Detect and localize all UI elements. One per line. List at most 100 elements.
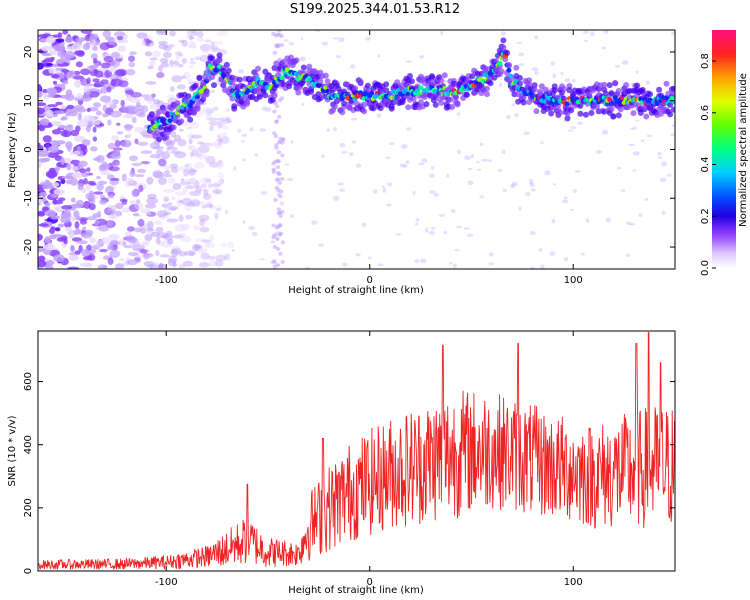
spectrogram-cell bbox=[447, 96, 454, 103]
spectrogram-cell bbox=[108, 166, 120, 172]
spectrogram-cell bbox=[182, 187, 188, 193]
spectrogram-cell bbox=[538, 248, 543, 252]
spectrogram-cell bbox=[218, 137, 223, 146]
spectrogram-cell bbox=[136, 32, 148, 39]
spectrogram-cell bbox=[75, 125, 81, 132]
spectrogram-cell bbox=[540, 141, 544, 145]
spectrogram-cell bbox=[390, 99, 397, 106]
spectrogram-cell bbox=[670, 90, 675, 97]
spectrogram-cell bbox=[79, 262, 92, 267]
spectrogram-cell bbox=[86, 167, 91, 172]
snr-xtick-label: -100 bbox=[155, 577, 178, 588]
spectrogram-cell bbox=[237, 128, 242, 133]
spectrogram-cell bbox=[274, 119, 279, 124]
spectrogram-cell bbox=[205, 110, 211, 118]
spectrogram-cell bbox=[123, 124, 134, 129]
spectrogram-cell bbox=[125, 89, 135, 95]
spectrogram-cell bbox=[88, 35, 94, 44]
spectrogram-cell bbox=[538, 83, 545, 90]
spectrogram-cell bbox=[206, 203, 213, 207]
spectrogram-cell bbox=[80, 172, 90, 178]
spectrogram-cell bbox=[531, 86, 538, 93]
spectrogram-cell bbox=[221, 119, 231, 124]
spectrogram-cell bbox=[560, 95, 567, 102]
spectrogram-cell bbox=[276, 30, 282, 33]
spectrogram-cell bbox=[516, 41, 523, 45]
spectrogram-cell bbox=[645, 80, 650, 85]
spectrogram-cell bbox=[140, 150, 153, 155]
spectrogram-xtick-label: 100 bbox=[564, 275, 583, 286]
spectrogram-cell bbox=[412, 190, 416, 195]
spectrogram-cell bbox=[534, 70, 539, 76]
spectrogram-cell bbox=[115, 263, 125, 269]
spectrogram-cell bbox=[361, 222, 367, 227]
spectrogram-cell bbox=[418, 162, 425, 166]
spectrogram-ytick-label: 0 bbox=[23, 146, 34, 152]
snr-ylabel: SNR (10 * v/v) bbox=[7, 415, 18, 486]
spectrogram-cell bbox=[51, 120, 62, 126]
spectrogram-cell bbox=[443, 79, 448, 84]
spectrogram-cell bbox=[93, 191, 104, 195]
spectrogram-cell bbox=[167, 146, 178, 151]
spectrogram-cell bbox=[488, 262, 495, 266]
spectrogram-cell bbox=[50, 92, 57, 96]
spectrogram-cell bbox=[108, 66, 117, 73]
spectrogram-cell bbox=[144, 51, 153, 57]
spectrogram-cell bbox=[44, 243, 55, 251]
spectrogram-cell bbox=[529, 231, 536, 235]
spectrogram-cell bbox=[661, 210, 666, 215]
spectrogram-cell bbox=[654, 101, 660, 107]
spectrogram-cell bbox=[464, 155, 471, 160]
colorbar-tick-label: 0.8 bbox=[700, 53, 711, 69]
spectrogram-cell bbox=[174, 134, 181, 142]
spectrogram-cell bbox=[428, 230, 435, 235]
spectrogram-cell bbox=[216, 52, 223, 59]
spectrogram-cell bbox=[181, 39, 188, 47]
spectrogram-cell bbox=[476, 161, 480, 164]
spectrogram-cell bbox=[147, 220, 154, 229]
spectrogram-cell bbox=[111, 205, 116, 211]
spectrogram-xlabel: Height of straight line (km) bbox=[288, 285, 424, 296]
spectrogram-cell bbox=[424, 227, 429, 233]
spectrogram-cell bbox=[134, 174, 145, 178]
spectrogram-cell bbox=[454, 100, 461, 107]
spectrogram-cell bbox=[500, 44, 507, 51]
spectrogram-cell bbox=[285, 163, 290, 166]
spectrogram-cell bbox=[91, 45, 98, 51]
spectrogram-cell bbox=[177, 63, 184, 68]
spectrogram-cell bbox=[626, 221, 632, 226]
spectrogram-cell bbox=[304, 266, 311, 269]
spectrogram-cell bbox=[110, 110, 122, 118]
spectrogram-cell bbox=[189, 64, 194, 69]
spectrogram-cell bbox=[214, 259, 224, 267]
spectrogram-cell bbox=[115, 210, 123, 217]
spectrogram-cell bbox=[659, 177, 667, 182]
spectrogram-cell bbox=[658, 156, 663, 159]
spectrogram-cell bbox=[502, 188, 507, 192]
spectrogram-cell bbox=[54, 166, 61, 171]
spectrogram-cell bbox=[260, 191, 268, 195]
spectrogram-cell bbox=[106, 86, 112, 93]
spectrogram-cell bbox=[405, 60, 413, 63]
spectrogram-cell bbox=[214, 205, 223, 212]
spectrogram-cell bbox=[44, 202, 51, 207]
spectrogram-cell bbox=[178, 264, 186, 269]
spectrogram-cell bbox=[142, 134, 154, 138]
spectrogram-cell bbox=[74, 80, 82, 88]
spectrogram-cell bbox=[488, 252, 494, 257]
spectrogram-cell bbox=[42, 89, 48, 94]
spectrogram-cell bbox=[178, 39, 186, 43]
spectrogram-cell bbox=[189, 190, 202, 197]
spectrogram-cell bbox=[149, 103, 160, 110]
spectrogram-cell bbox=[179, 181, 189, 186]
spectrogram-cell bbox=[96, 183, 104, 191]
spectrogram-cell bbox=[530, 182, 535, 188]
spectrogram-cell bbox=[224, 253, 231, 261]
spectrogram-cell bbox=[91, 53, 98, 60]
spectrogram-cell bbox=[164, 170, 171, 175]
spectrogram-cell bbox=[299, 56, 306, 62]
spectrogram-cell bbox=[615, 88, 622, 94]
spectrogram-cell bbox=[501, 31, 506, 36]
spectrogram-xtick-label: 0 bbox=[367, 275, 373, 286]
spectrogram-cell bbox=[612, 80, 619, 87]
